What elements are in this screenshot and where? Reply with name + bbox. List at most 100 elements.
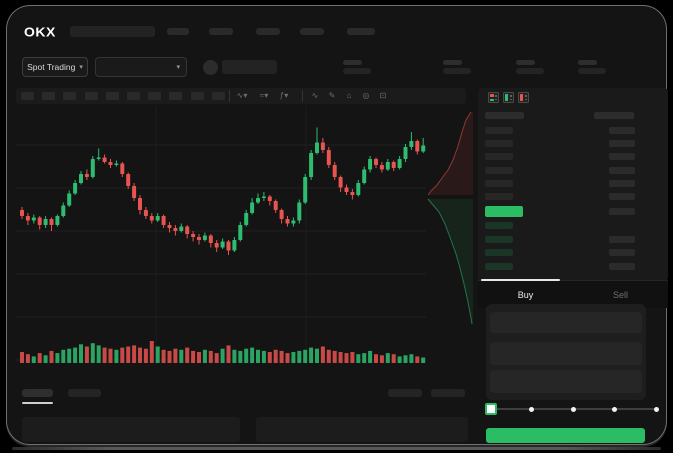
volume-bar [37,353,42,363]
total-input[interactable] [490,370,642,393]
buy-submit-button[interactable] [486,428,645,443]
price-input[interactable] [490,312,642,333]
bid-price-placeholder[interactable] [485,263,513,270]
timeframe-button-placeholder[interactable] [105,92,119,100]
candlestick-chart-canvas[interactable] [16,106,426,370]
volume-bar [149,341,154,363]
volume-bar [368,350,373,363]
candle-body [143,210,148,216]
slider-stop-dot[interactable] [612,406,617,412]
draw-icon[interactable]: ✎ [328,91,336,100]
book-bids-icon[interactable] [503,92,514,103]
bid-amount-placeholder[interactable] [609,249,635,256]
slider-stop-dot[interactable] [529,406,534,412]
candle-body [403,147,408,159]
ask-price-placeholder[interactable] [485,167,513,174]
settings-icon[interactable]: ◎ [362,91,370,100]
volume-bar [397,356,402,363]
line-style-icon[interactable]: ≈▾ [259,91,269,100]
timeframe-button-placeholder[interactable] [42,92,56,100]
candle-body [191,234,196,237]
volume-bar [220,348,225,363]
market-type-dropdown[interactable]: Spot Trading ▾ [22,57,88,77]
volume-bar [214,353,219,363]
book-asks-icon[interactable] [518,92,529,103]
ask-price-placeholder[interactable] [485,193,513,200]
nav-item-placeholder[interactable] [347,28,375,35]
volume-bar [344,353,349,363]
last-price-highlight[interactable] [485,206,523,217]
pair-selector-dropdown[interactable]: ▾ [95,57,187,77]
ask-price-placeholder[interactable] [485,180,513,187]
ask-amount-placeholder[interactable] [609,127,635,134]
volume-bar [385,353,390,363]
ask-amount-placeholder[interactable] [609,167,635,174]
timeframe-button-placeholder[interactable] [190,92,204,100]
trendline-icon[interactable]: ∿ [311,91,319,100]
candle-body [31,217,36,221]
candle-body [362,169,367,183]
percent-slider-handle[interactable] [485,403,497,415]
timeframe-button-placeholder[interactable] [169,92,183,100]
volume-bar [185,347,190,363]
indicator-icon[interactable]: ƒ▾ [279,91,289,100]
nav-search-placeholder[interactable] [70,26,155,37]
ask-price-placeholder[interactable] [485,153,513,160]
volume-bar [320,346,325,363]
tab-sell[interactable]: Sell [573,281,668,308]
timeframe-button-placeholder[interactable] [211,92,225,100]
volume-bar [326,349,331,363]
candle-body [279,210,284,219]
candle-body [90,159,95,177]
candle-body [374,159,378,165]
candle-body [126,174,131,186]
slider-stop-dot[interactable] [570,406,576,412]
volume-bar [332,350,337,363]
nav-item-placeholder[interactable] [256,28,280,35]
bid-price-placeholder[interactable] [485,249,513,256]
bottom-tab-order-history[interactable] [68,389,101,397]
icon-mark [524,95,527,97]
slider-stop-dot[interactable] [653,406,659,412]
bid-price-placeholder[interactable] [485,236,513,243]
depth-area [428,112,473,195]
timeframe-button-placeholder[interactable] [127,92,140,100]
book-all-icon[interactable] [488,92,499,103]
volume-bar [96,345,101,363]
last-price-placeholder [222,60,277,74]
candle-body [185,226,190,234]
volume-bar [43,355,48,363]
bid-amount-placeholder[interactable] [609,263,635,270]
volume-bar [350,352,355,363]
ask-amount-placeholder[interactable] [609,140,635,147]
ask-amount-placeholder[interactable] [609,180,635,187]
timeframe-button-placeholder[interactable] [63,92,77,100]
volume-bar [61,349,66,363]
candle-style-icon[interactable]: ∿▾ [236,91,248,100]
timeframe-button-placeholder[interactable] [21,92,34,100]
volume-bar [191,350,196,363]
bottom-action-placeholder[interactable] [388,389,422,397]
depth-chart-thumbnail[interactable] [425,108,473,326]
ask-amount-placeholder[interactable] [609,153,635,160]
fullscreen-icon[interactable]: ⊡ [379,91,387,100]
tab-buy[interactable]: Buy [478,281,573,308]
snapshot-icon[interactable]: ⌂ [346,91,352,100]
bid-amount-placeholder[interactable] [609,236,635,243]
bottom-action-placeholder[interactable] [431,389,465,397]
icon-mark [505,94,508,101]
bid-price-placeholder[interactable] [485,222,513,229]
ask-price-placeholder[interactable] [485,140,513,147]
amount-input[interactable] [490,342,642,365]
nav-item-placeholder[interactable] [300,28,324,35]
volume-bar [415,356,420,363]
bottom-tab-open-orders[interactable] [22,389,53,397]
timeframe-button-placeholder[interactable] [148,92,162,100]
ask-price-placeholder[interactable] [485,127,513,134]
nav-item-placeholder[interactable] [209,28,233,35]
icon-mark [524,98,527,100]
nav-item-placeholder[interactable] [167,28,189,35]
ask-amount-placeholder[interactable] [609,193,635,200]
volume-bar [161,349,166,363]
timeframe-button-placeholder[interactable] [84,92,98,100]
